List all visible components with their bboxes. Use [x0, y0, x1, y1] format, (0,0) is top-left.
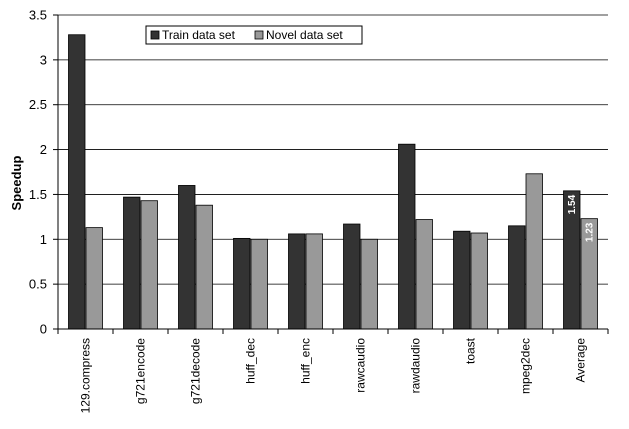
bar-train-rawcaudio — [343, 223, 361, 330]
legend-swatch-train — [150, 30, 160, 40]
x-category-label: huff_enc — [299, 338, 313, 384]
legend-label-novel: Novel data set — [266, 28, 343, 42]
bar-novel-toast — [470, 232, 488, 330]
x-category-labels: 129.compress g721encode g721decode huff_dec… — [79, 337, 588, 413]
x-category-label: rawdaudio — [409, 338, 423, 394]
bar-train-g721encode — [123, 196, 141, 330]
y-tick-labels: 0 0.5 1 1.5 2 2.5 3 3.5 — [29, 8, 47, 337]
bar-novel-huff-dec — [250, 238, 268, 330]
y-axis-title: Speedup — [9, 155, 24, 210]
bar-train-huff-enc — [288, 233, 306, 330]
data-label: 1.54 — [567, 194, 578, 214]
bar-train-huff-dec — [233, 237, 251, 330]
bar-train-g721decode — [178, 185, 196, 330]
x-category-label: mpeg2dec — [519, 338, 533, 394]
x-category-label: Average — [574, 338, 588, 383]
gridlines — [58, 14, 608, 285]
x-category-label: toast — [464, 337, 478, 364]
bar-train-129-compress — [68, 34, 86, 330]
bar-train-mpeg2dec — [508, 225, 526, 330]
legend-swatch-novel — [254, 30, 264, 40]
y-tick-label: 0.5 — [29, 277, 47, 292]
y-tick-label: 1 — [40, 232, 47, 247]
legend-box — [145, 25, 363, 45]
bar-train-rawdaudio — [398, 143, 416, 330]
axes — [53, 14, 609, 334]
y-tick-label: 2.5 — [29, 97, 47, 112]
data-label: 1.23 — [585, 222, 596, 242]
y-tick-label: 0 — [40, 322, 47, 337]
bar-novel-rawdaudio — [415, 219, 433, 330]
bars — [68, 34, 598, 330]
legend: Train data set Novel data set — [145, 25, 363, 45]
x-category-label: huff_dec — [244, 338, 258, 384]
x-category-label: g721encode — [134, 338, 148, 404]
x-category-label: g721decode — [189, 338, 203, 404]
y-tick-label: 1.5 — [29, 187, 47, 202]
bar-novel-huff-enc — [305, 233, 323, 330]
y-tick-label: 2 — [40, 142, 47, 157]
bar-novel-g721encode — [140, 200, 158, 330]
bar-novel-rawcaudio — [360, 238, 378, 330]
bar-train-toast — [453, 230, 471, 330]
y-tick-label: 3.5 — [29, 8, 47, 23]
x-category-label: rawcaudio — [354, 338, 368, 393]
bar-novel-g721decode — [195, 204, 213, 330]
legend-label-train: Train data set — [162, 28, 236, 42]
x-category-label: 129.compress — [79, 338, 93, 413]
y-tick-label: 3 — [40, 52, 47, 67]
data-labels: 1.54 1.23 — [567, 194, 596, 242]
bar-novel-129-compress — [85, 227, 103, 330]
bar-novel-mpeg2dec — [525, 173, 543, 330]
